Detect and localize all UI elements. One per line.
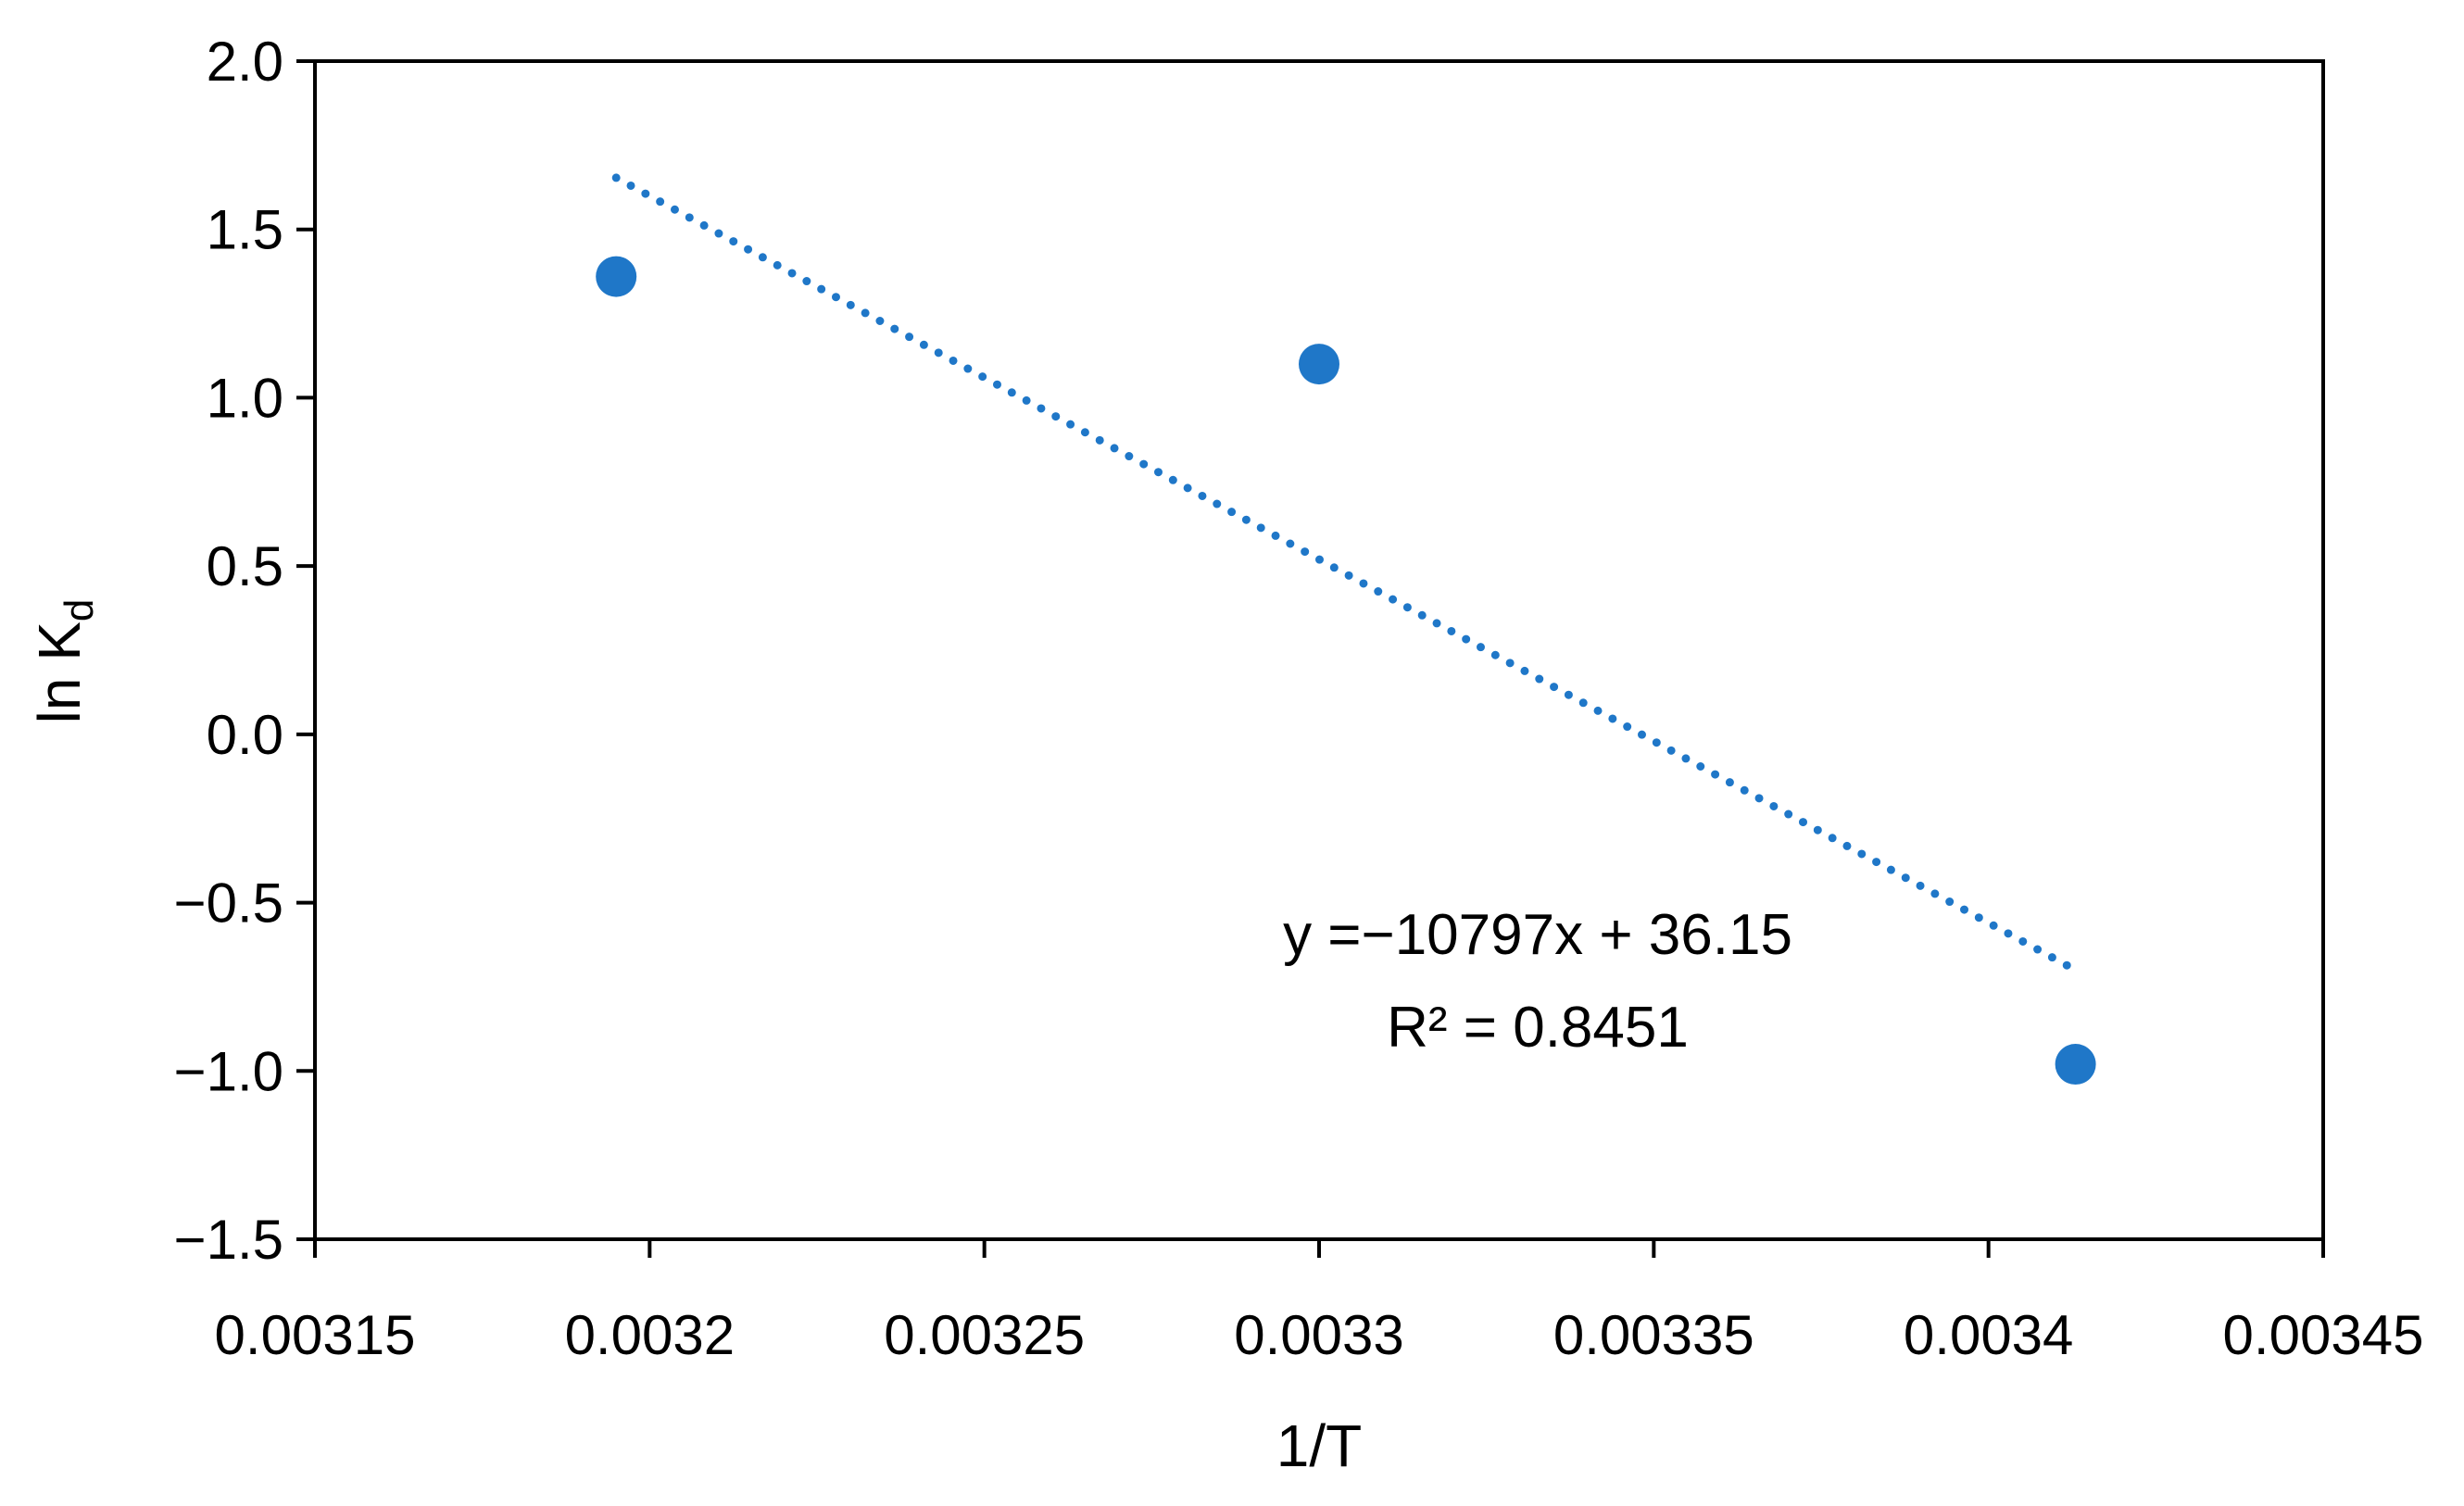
x-tick-label: 0.0032 <box>565 1304 735 1366</box>
x-tick-label: 0.00335 <box>1553 1304 1754 1366</box>
y-tick-label: 1.0 <box>207 367 283 429</box>
x-tick-label: 0.0033 <box>1234 1304 1404 1366</box>
plot-frame <box>313 59 2325 1241</box>
y-axis-title: ln Kd <box>26 599 102 724</box>
y-axis-title-main: ln K <box>26 621 93 723</box>
y-tick-label: 1.5 <box>207 199 283 261</box>
x-tick-label: 0.00315 <box>215 1304 416 1366</box>
x-tick-label: 0.00345 <box>2223 1304 2424 1366</box>
r-squared-label: R² = 0.8451 <box>1387 996 1689 1060</box>
y-tick-label: −1.5 <box>174 1209 283 1271</box>
x-tick-label: 0.00325 <box>884 1304 1085 1366</box>
trendline-equation: y =−10797x + 36.15 <box>1283 903 1792 967</box>
y-tick-label: 0.5 <box>207 535 283 597</box>
data-point <box>2055 1044 2096 1086</box>
y-tick-label: 0.0 <box>207 704 283 766</box>
x-axis-title: 1/T <box>1276 1412 1362 1479</box>
y-tick-label: −0.5 <box>174 872 283 935</box>
y-axis-title-subscript: d <box>57 599 102 621</box>
y-tick-label: −1.0 <box>174 1040 283 1102</box>
x-tick-label: 0.0034 <box>1904 1304 2074 1366</box>
data-point <box>596 256 637 297</box>
data-point <box>1299 344 1339 385</box>
y-tick-label: 2.0 <box>207 31 283 93</box>
trendline <box>611 173 2081 974</box>
